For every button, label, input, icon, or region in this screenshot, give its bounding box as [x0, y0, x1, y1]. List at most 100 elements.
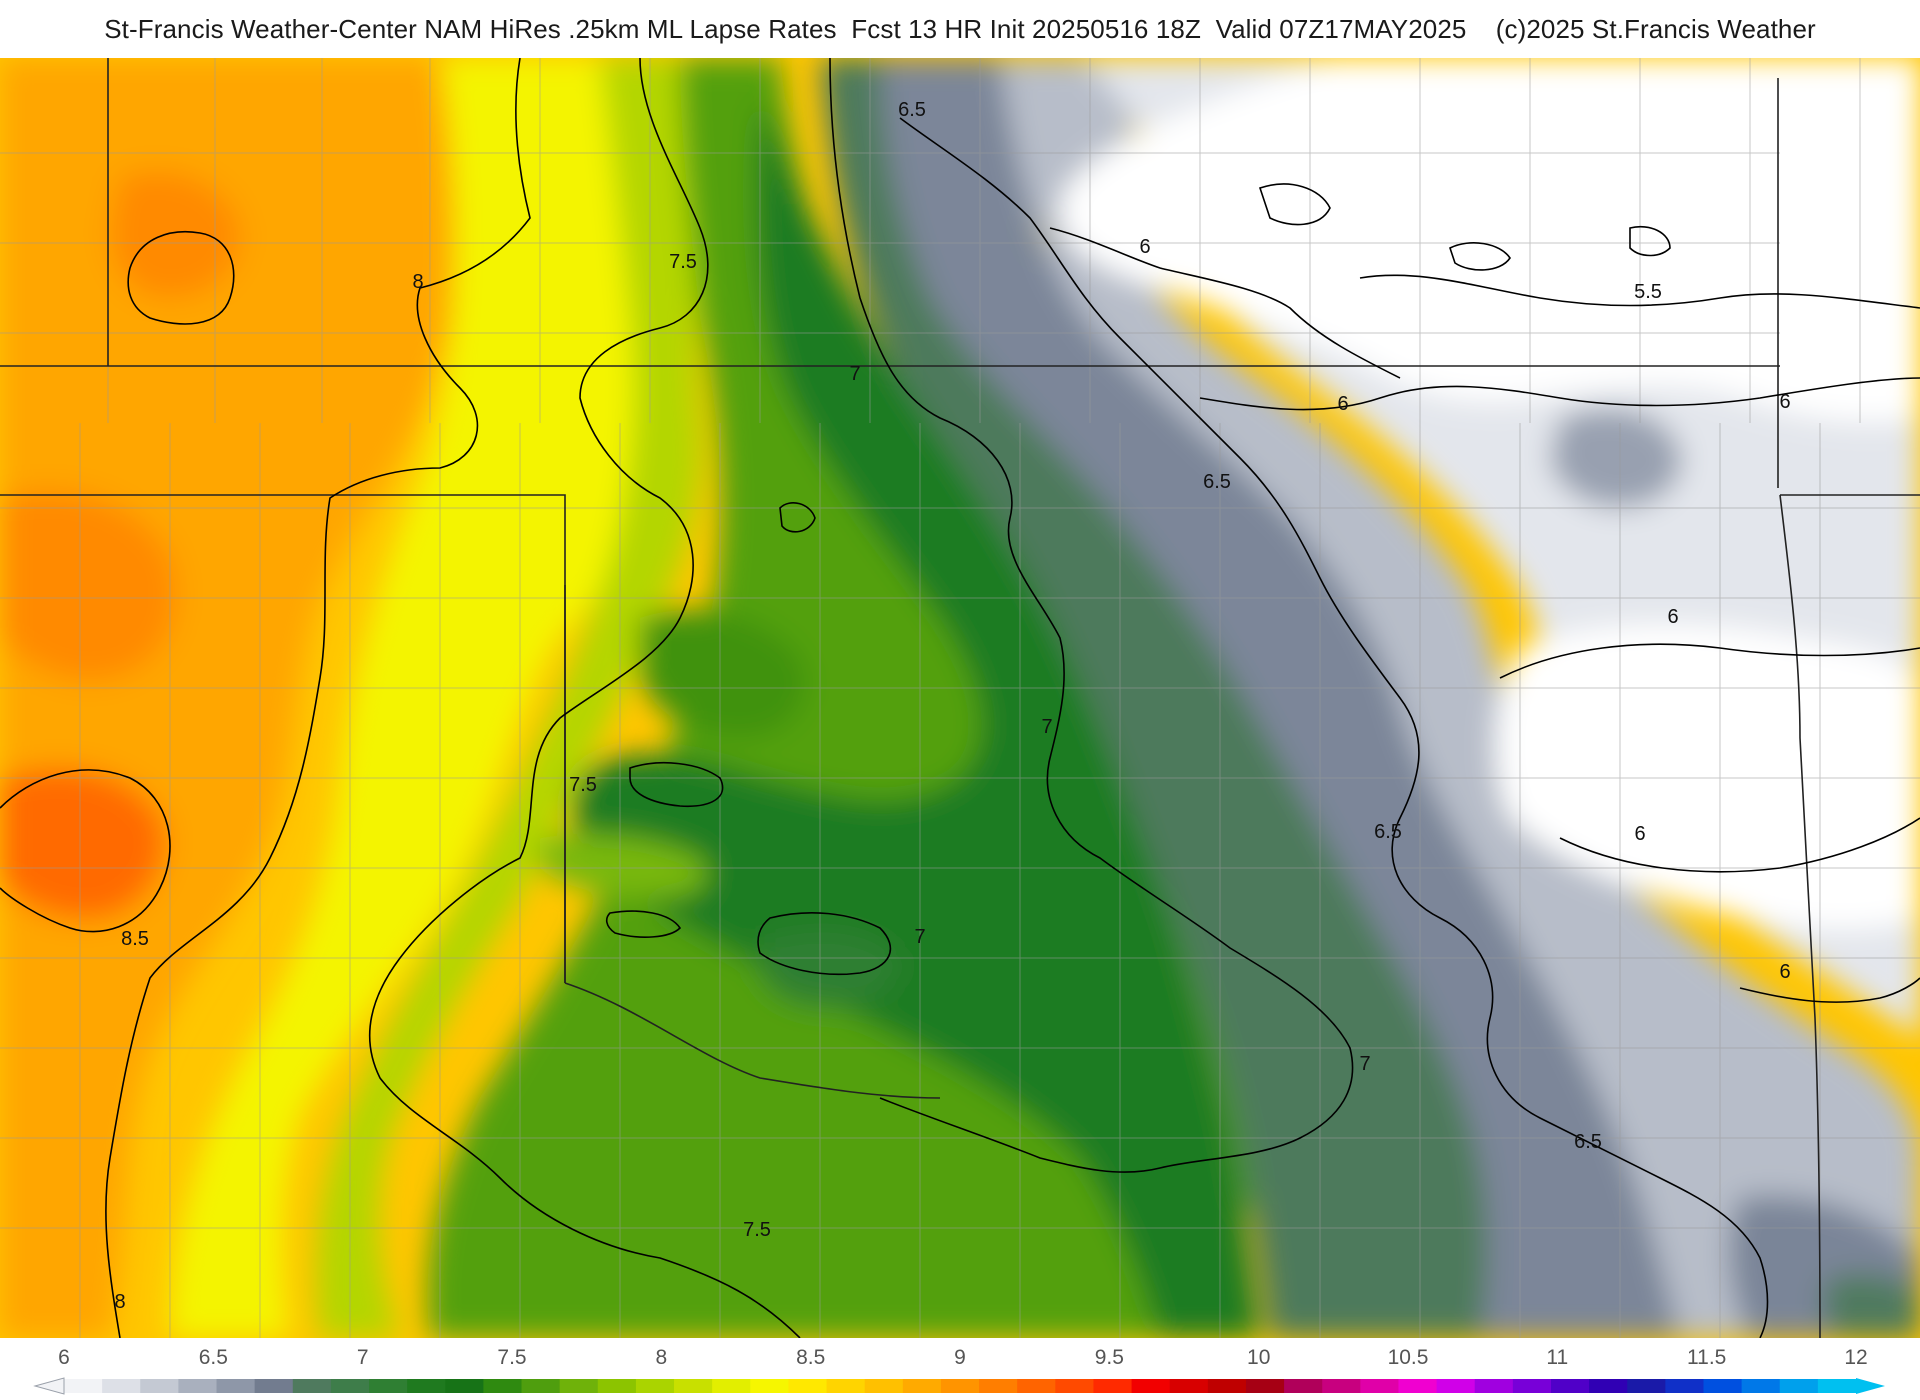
colorbar-swatch [674, 1379, 713, 1393]
contour-label: 7 [914, 926, 925, 948]
colorbar-tick-label: 7 [357, 1346, 369, 1369]
colorbar-swatch [254, 1379, 294, 1393]
contour-label: 7 [1041, 716, 1052, 738]
colorbar-swatch [1741, 1379, 1781, 1393]
contour-label: 6 [1779, 391, 1790, 413]
colorbar-swatch [559, 1379, 599, 1393]
colorbar-tick-label: 7.5 [497, 1346, 526, 1369]
colorbar-swatch [1398, 1379, 1438, 1393]
contour-label: 6 [1779, 961, 1790, 983]
colorbar-swatch [1284, 1379, 1323, 1393]
colorbar-swatch [1017, 1379, 1056, 1393]
lapse-rate-map: 6.5 6 5.5 6 6 7.5 8 7 6.5 7 6 7.5 6.5 6 … [0, 58, 1920, 1338]
deep-orange-patch-2 [0, 490, 177, 680]
colorbar-tick-labels: 6 6.5 7 7.5 8 8.5 9 9.5 10 10.5 11 11.5 12 [58, 1346, 1868, 1369]
contour-label: 7 [849, 363, 860, 385]
colorbar-swatch [64, 1379, 103, 1393]
colorbar-tick-label: 12 [1844, 1346, 1867, 1369]
colorbar-legend: 6 6.5 7 7.5 8 8.5 9 9.5 10 10.5 11 11.5 12 [0, 1338, 1920, 1400]
colorbar-swatch [1207, 1379, 1247, 1393]
colorbar-swatch [864, 1379, 904, 1393]
colorbar-swatch [369, 1379, 408, 1393]
colorbar-swatch [330, 1379, 370, 1393]
colorbar-swatch [1436, 1379, 1476, 1393]
colorbar-swatch [445, 1379, 485, 1393]
colorbar-swatch [635, 1379, 675, 1393]
contour-label: 7 [1359, 1053, 1370, 1075]
colorbar-tick-label: 11 [1546, 1346, 1568, 1369]
colorbar-swatch [902, 1379, 942, 1393]
colorbar-swatch [407, 1379, 446, 1393]
teal-patch-southeast [1823, 1274, 1920, 1338]
contour-label: 6 [1634, 823, 1645, 845]
colorbar-tick-label: 8 [655, 1346, 667, 1369]
contour-label: 8.5 [121, 928, 149, 950]
white-region-north [1060, 58, 1920, 422]
colorbar-svg: 6 6.5 7 7.5 8 8.5 9 9.5 10 10.5 11 11.5 12 [33, 1346, 1885, 1395]
colorbar-swatch [750, 1379, 790, 1393]
colorbar-swatch [292, 1379, 332, 1393]
slate-band [880, 58, 1690, 1338]
colorbar-swatch [140, 1379, 179, 1393]
color-fill-layer [0, 58, 1920, 1338]
colorbar-swatch [1322, 1379, 1361, 1393]
colorbar-swatch [979, 1379, 1018, 1393]
colorbar-swatch [1703, 1379, 1743, 1393]
contour-label: 8 [412, 271, 423, 293]
colorbar-swatch [1131, 1379, 1171, 1393]
lime-inner-patch [540, 834, 708, 898]
colorbar-swatch [102, 1379, 141, 1393]
contour-label-layer: 6.5 6 5.5 6 6 7.5 8 7 6.5 7 6 7.5 6.5 6 … [114, 99, 1790, 1313]
colorbar-swatch [1550, 1379, 1590, 1393]
map-title: St-Francis Weather-Center NAM HiRes .25k… [104, 13, 1816, 44]
contour-label: 6.5 [1374, 821, 1402, 843]
red-orange-patch [0, 768, 165, 919]
contour-label: 5.5 [1634, 281, 1662, 303]
contour-label: 6 [1337, 393, 1348, 415]
lime-band [316, 58, 720, 1338]
contour-label: 6.5 [898, 99, 926, 121]
contour-label: 7.5 [569, 774, 597, 796]
colorbar-swatch [1589, 1379, 1628, 1393]
colorbar-swatch [1055, 1379, 1095, 1393]
colorbar-swatch [1779, 1379, 1819, 1393]
colorbar-swatch [1627, 1379, 1666, 1393]
colorbar-left-arrow [33, 1377, 65, 1395]
contour-label: 6.5 [1203, 471, 1231, 493]
contour-label: 6 [1139, 236, 1150, 258]
title-bar: St-Francis Weather-Center NAM HiRes .25k… [0, 0, 1920, 58]
contour-label: 7.5 [743, 1219, 771, 1241]
colorbar-swatch [1817, 1379, 1857, 1393]
colorbar-swatch [597, 1379, 637, 1393]
state-boundaries [0, 58, 1920, 1338]
colorbar-swatch [1665, 1379, 1705, 1393]
green-inner-patch-2 [760, 927, 901, 1008]
colorbar-swatch [483, 1379, 523, 1393]
colorbar-swatch [1512, 1379, 1552, 1393]
deep-orange-patch-1 [110, 171, 241, 298]
contour-label: 6.5 [1574, 1131, 1602, 1153]
colorbar-tick-label: 11.5 [1687, 1346, 1726, 1369]
gray-band [1000, 58, 1920, 1338]
colorbar-tick-label: 9 [954, 1346, 966, 1369]
colorbar-swatch [1245, 1379, 1285, 1393]
colorbar-swatch [826, 1379, 866, 1393]
colorbar-swatch [1093, 1379, 1133, 1393]
colorbar-swatch [216, 1379, 256, 1393]
contour-label: 8 [114, 1291, 125, 1313]
colorbar-tick-label: 6.5 [199, 1346, 228, 1369]
colorbar-tick-label: 10.5 [1388, 1346, 1429, 1369]
colorbar-tick-label: 9.5 [1095, 1346, 1124, 1369]
colorbar-tick-label: 6 [58, 1346, 70, 1369]
colorbar-swatch [1474, 1379, 1514, 1393]
contour-label: 6 [1667, 606, 1678, 628]
colorbar-swatch [788, 1379, 828, 1393]
yellow-band [170, 58, 660, 1338]
colorbar-tick-label: 10 [1247, 1346, 1270, 1369]
colorbar-right-arrow [1856, 1378, 1885, 1394]
colorbar-tick-label: 8.5 [796, 1346, 825, 1369]
colorbar-swatch [521, 1379, 561, 1393]
gray-patch-east [1550, 408, 1682, 508]
green-inner-patch-1 [640, 610, 807, 738]
colorbar-swatches [64, 1379, 1857, 1393]
